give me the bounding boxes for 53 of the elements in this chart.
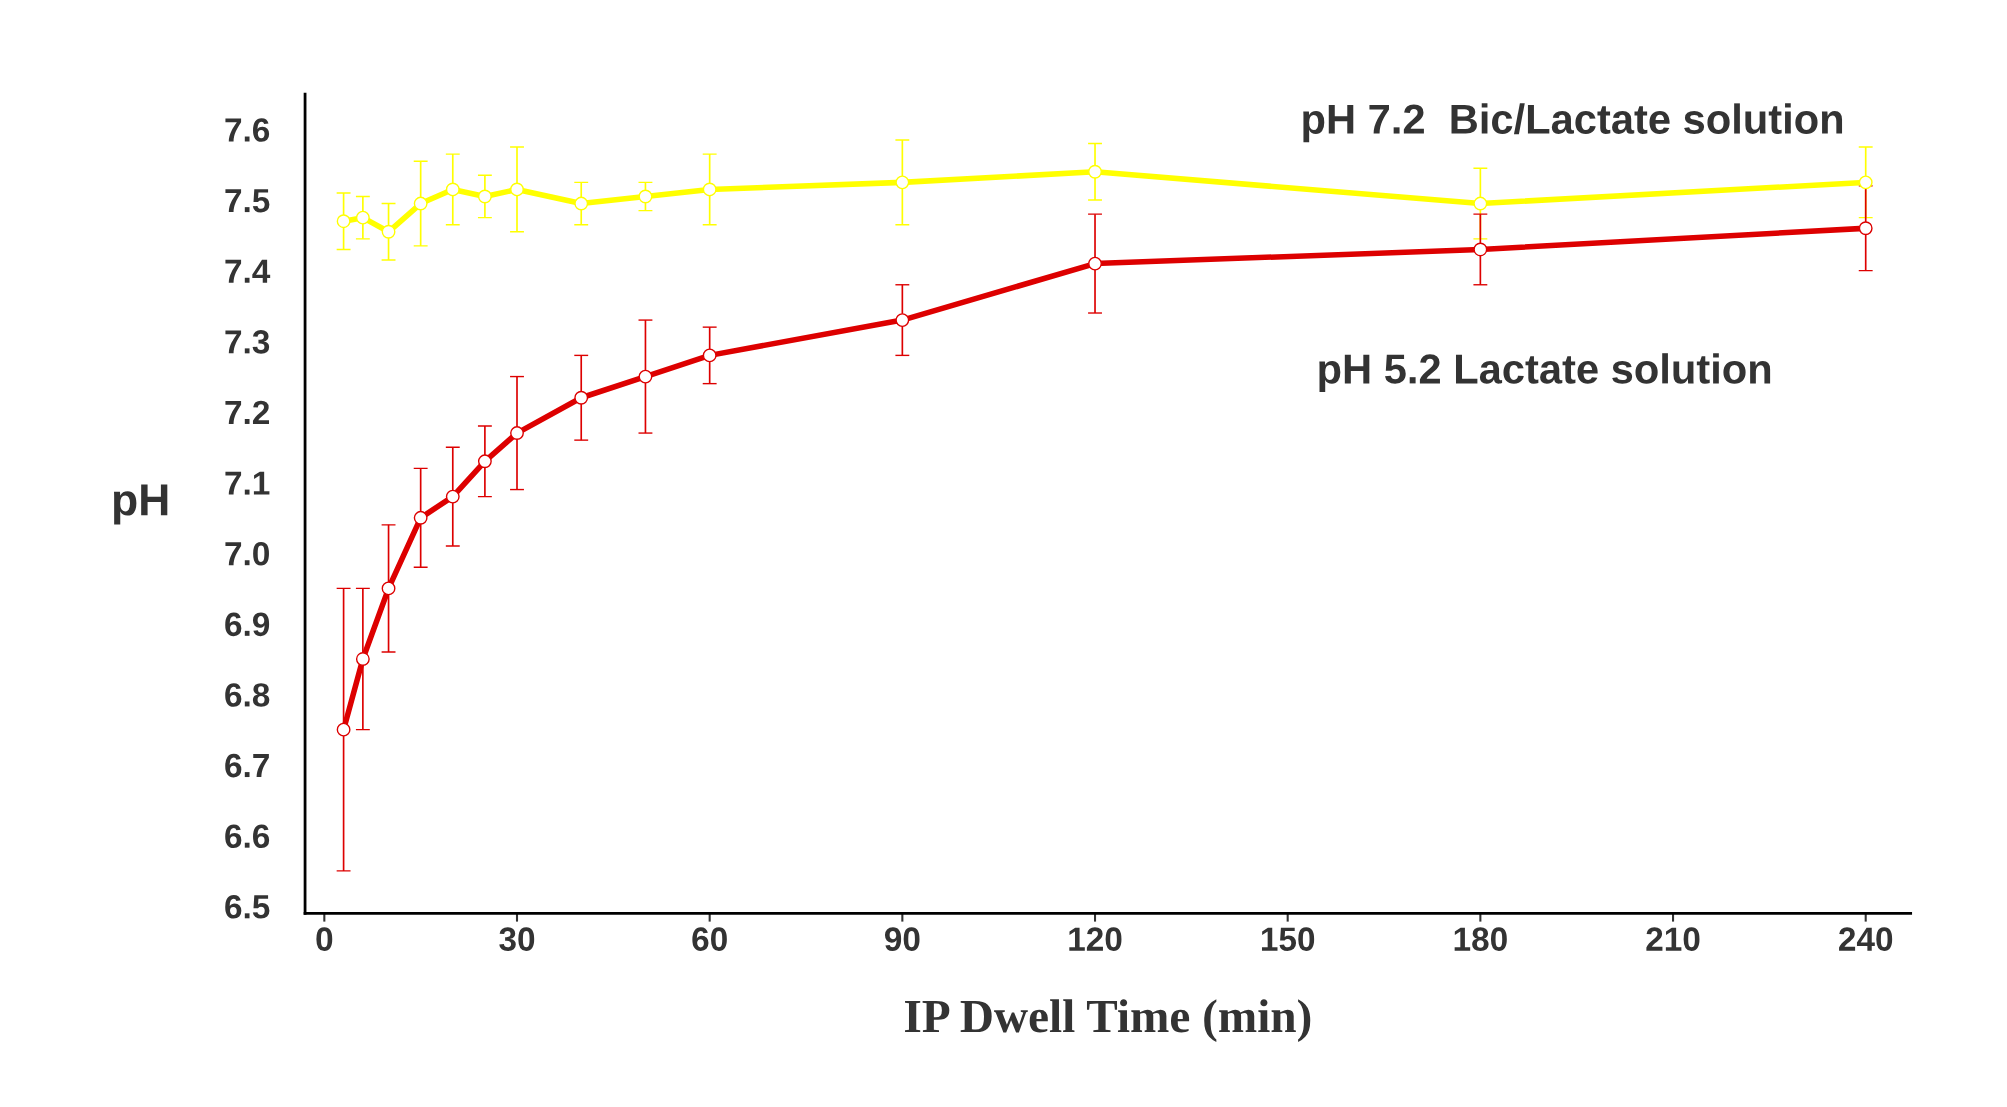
x-tick-label: 0 (316, 927, 333, 951)
point (445, 489, 460, 504)
y-tick-label: 7.2 (225, 400, 270, 424)
y-tick-label: 7.0 (225, 541, 269, 566)
x-tick-label: 60 (692, 927, 727, 951)
x-axis-title: IP Dwell Time (min) (905, 999, 1311, 1043)
point (355, 652, 370, 666)
y-tick-label: 6.5 (225, 895, 270, 919)
y-tick-label: 6.8 (225, 683, 270, 707)
point (355, 210, 370, 225)
point (574, 390, 589, 405)
y-tick-label: 6.6 (225, 824, 270, 848)
point (1088, 164, 1102, 179)
text: pH 5.2 Lactate solution (1319, 353, 1771, 393)
point (895, 175, 910, 190)
y-tick-label: 7.6 (225, 118, 270, 142)
point (638, 369, 653, 384)
y-tick-label: 6.7 (225, 753, 269, 778)
x-tick-label: 240 (1839, 927, 1893, 951)
y-tick-label: 7.5 (225, 189, 270, 213)
point (445, 182, 460, 197)
y-axis-title: pH (113, 484, 168, 525)
point (477, 454, 492, 469)
x-tick-label: 150 (1261, 927, 1315, 951)
y-tick-label: 6.9 (225, 612, 270, 637)
x-tick-label: 210 (1646, 927, 1700, 951)
series-label: pH 7.2 Bic/Lactate solution (1303, 103, 1843, 143)
point (574, 196, 589, 211)
x-tick-label: 120 (1069, 927, 1122, 951)
y-tick-label: 7.1 (225, 471, 270, 495)
point (510, 182, 524, 197)
point (510, 426, 524, 441)
point (1088, 256, 1102, 271)
point (413, 196, 428, 211)
x-tick-label: 180 (1454, 927, 1507, 951)
point (413, 510, 428, 525)
point (702, 182, 717, 197)
point (477, 189, 492, 204)
point (1473, 242, 1488, 257)
point (336, 722, 351, 737)
y-tick-label: 7.4 (225, 259, 271, 283)
point (895, 313, 910, 328)
point (638, 189, 653, 204)
point (1473, 196, 1488, 211)
x-tick-label: 30 (499, 927, 535, 951)
x-tick-label: 90 (884, 927, 920, 951)
point (702, 348, 717, 363)
point (381, 224, 396, 239)
point (336, 214, 351, 229)
point (1858, 221, 1873, 236)
y-tick-label: 7.3 (225, 330, 270, 354)
point (1858, 175, 1873, 190)
point (381, 581, 396, 596)
